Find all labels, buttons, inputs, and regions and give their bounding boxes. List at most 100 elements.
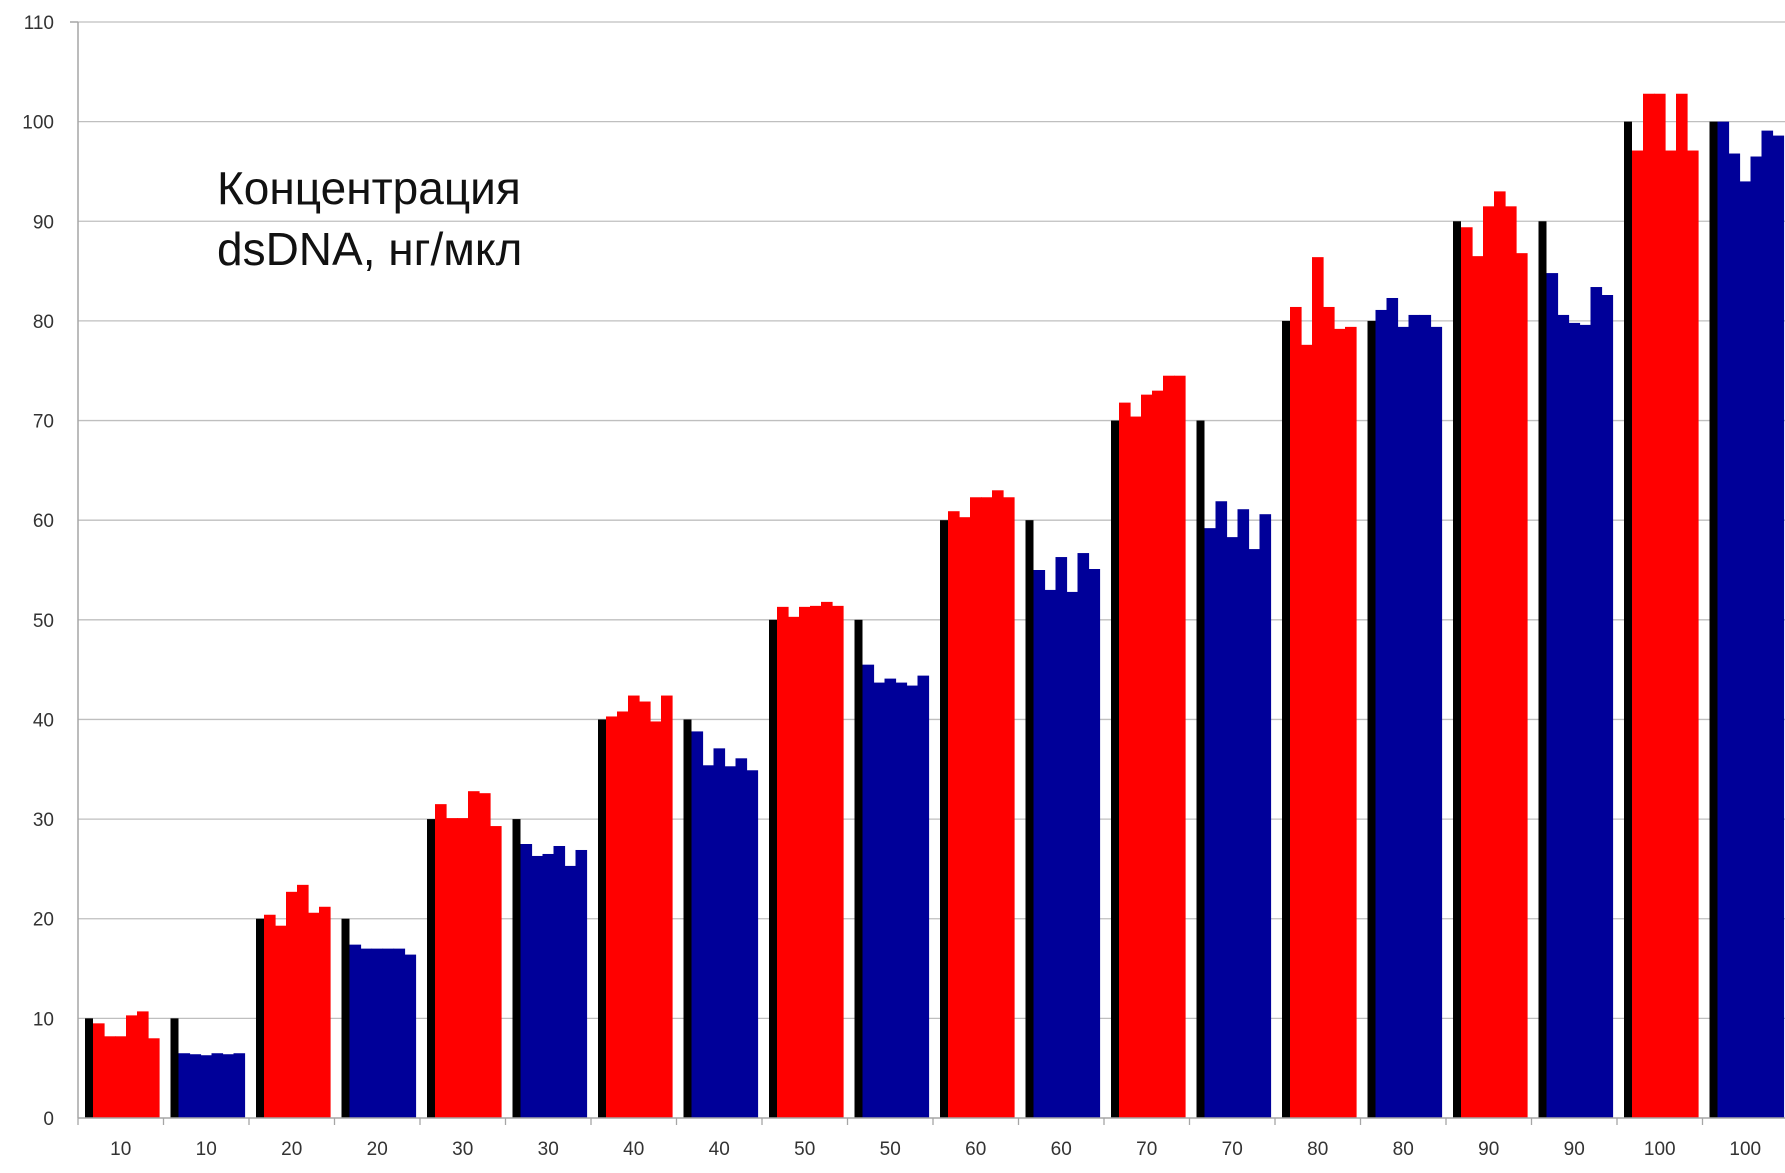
measurement-bar [1215,501,1228,1118]
measurement-bar [553,845,566,1118]
reference-bar [1111,420,1119,1119]
measurement-bar [1632,150,1644,1119]
measurement-bar [1557,314,1570,1118]
measurement-bar [1676,93,1688,1119]
measurement-bar [1163,375,1175,1118]
measurement-bar [992,490,1004,1119]
x-tick-label: 100 [1729,1139,1761,1160]
bar-group [256,884,331,1118]
measurement-bar [1066,591,1079,1118]
measurement-bar [606,716,618,1118]
measurement-bar [1345,326,1357,1118]
measurement-bar [1312,257,1324,1118]
measurement-bar [490,826,502,1118]
measurement-bar [1772,135,1785,1118]
bar-group [1624,93,1699,1119]
measurement-bar [1044,589,1057,1118]
reference-bar [512,819,521,1118]
reference-bar [1367,320,1376,1119]
measurement-bar [917,675,930,1118]
measurement-bar [349,944,362,1118]
measurement-bar [873,682,886,1118]
measurement-bar [1003,497,1015,1118]
x-axis-tick-labels: 10 10 20 20 30 30 40 40 50 50 60 60 70 70 80 80 90 90 100 1… [110,1139,1761,1160]
measurement-bar [1761,130,1774,1118]
x-tick-label: 10 [196,1139,217,1160]
reference-bar [1025,520,1034,1118]
measurement-bar [1472,256,1484,1118]
x-tick-label: 70 [1222,1139,1243,1160]
measurement-bar [575,849,588,1118]
measurement-bar [1654,93,1666,1119]
reference-bar [769,619,777,1118]
measurement-bar [702,765,715,1118]
chart-title-line: dsDNA, нг/мкл [217,223,522,275]
measurement-bar [746,770,759,1118]
measurement-bar [981,497,993,1118]
x-tick-label: 20 [367,1139,388,1160]
reference-bar [170,1018,179,1118]
x-tick-label: 100 [1644,1139,1676,1160]
x-tick-label: 60 [965,1139,986,1160]
measurement-bar [531,855,544,1118]
bar-group [1367,297,1443,1119]
reference-bar [1624,121,1632,1119]
x-tick-label: 30 [538,1139,559,1160]
measurement-bar [446,818,458,1118]
measurement-bar [1152,390,1164,1118]
measurement-bar [1077,553,1090,1118]
measurement-bar [393,948,406,1118]
reference-bar [85,1018,93,1118]
measurement-bar [1088,569,1101,1118]
measurement-bar [1174,375,1186,1118]
measurement-bar [724,766,737,1118]
measurement-bar [189,1054,202,1118]
measurement-bar [1130,416,1142,1118]
measurement-bar [650,721,662,1118]
x-tick-label: 40 [709,1139,730,1160]
y-tick-label: 40 [33,710,54,731]
measurement-bar [1386,297,1399,1118]
reference-bar [940,520,948,1118]
measurement-bar [1119,402,1131,1118]
y-tick-label: 70 [33,412,54,433]
measurement-bar [297,884,309,1118]
measurement-bar [1494,191,1506,1118]
measurement-bar [1375,309,1388,1118]
measurement-bar [959,517,971,1118]
measurement-bar [1419,314,1432,1118]
measurement-bar [222,1054,235,1118]
measurement-bar [360,948,373,1118]
measurement-bar [862,664,875,1118]
measurement-bar [1237,509,1250,1119]
measurement-bar [735,758,748,1118]
measurement-bar [1290,306,1302,1119]
measurement-bar [884,678,897,1118]
measurement-bar [1323,306,1335,1119]
bar-group [940,490,1015,1119]
measurement-bar [821,601,833,1118]
measurement-bar [1643,93,1655,1119]
y-tick-label: 10 [33,1009,54,1030]
axes [70,21,1785,1125]
reference-bar [683,719,692,1118]
x-tick-label: 50 [880,1139,901,1160]
x-tick-label: 70 [1136,1139,1157,1160]
measurement-bar [275,925,287,1118]
measurement-bar [126,1015,138,1118]
chart-title-line: Концентрация [217,162,521,214]
measurement-bar [1141,394,1153,1118]
measurement-bar [233,1053,246,1118]
bar-group [1282,257,1357,1119]
measurement-bar [1334,328,1346,1118]
bar-group [854,619,930,1118]
bar-group [1196,420,1272,1119]
chart-title: Концентрация dsDNA, нг/мкл [217,162,522,275]
reference-bar [1453,221,1461,1119]
reference-bar [1538,221,1547,1119]
measurement-bar [1665,150,1677,1119]
measurement-bar [1505,206,1517,1118]
measurement-bar [1259,514,1272,1118]
